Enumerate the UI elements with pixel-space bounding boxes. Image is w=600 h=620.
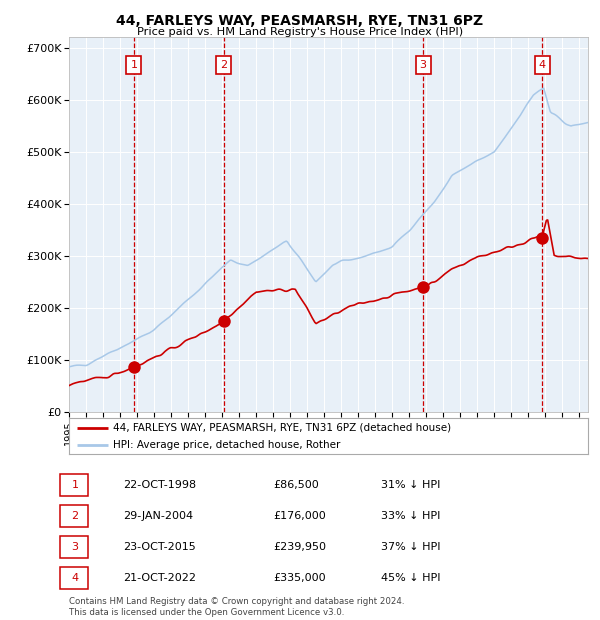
Text: 23-OCT-2015: 23-OCT-2015 bbox=[123, 542, 196, 552]
Text: 4: 4 bbox=[71, 573, 79, 583]
Text: 4: 4 bbox=[539, 60, 546, 70]
Text: 44, FARLEYS WAY, PEASMARSH, RYE, TN31 6PZ (detached house): 44, FARLEYS WAY, PEASMARSH, RYE, TN31 6P… bbox=[113, 423, 451, 433]
Text: 1: 1 bbox=[71, 480, 79, 490]
Text: £239,950: £239,950 bbox=[273, 542, 326, 552]
Text: Contains HM Land Registry data © Crown copyright and database right 2024.: Contains HM Land Registry data © Crown c… bbox=[69, 597, 404, 606]
Text: HPI: Average price, detached house, Rother: HPI: Average price, detached house, Roth… bbox=[113, 440, 340, 450]
Text: 45% ↓ HPI: 45% ↓ HPI bbox=[381, 573, 440, 583]
Text: 1: 1 bbox=[130, 60, 137, 70]
Text: 31% ↓ HPI: 31% ↓ HPI bbox=[381, 480, 440, 490]
Text: 22-OCT-1998: 22-OCT-1998 bbox=[123, 480, 196, 490]
Text: 3: 3 bbox=[71, 542, 79, 552]
Text: £335,000: £335,000 bbox=[273, 573, 326, 583]
Text: 29-JAN-2004: 29-JAN-2004 bbox=[123, 511, 193, 521]
Text: £176,000: £176,000 bbox=[273, 511, 326, 521]
Text: 44, FARLEYS WAY, PEASMARSH, RYE, TN31 6PZ: 44, FARLEYS WAY, PEASMARSH, RYE, TN31 6P… bbox=[116, 14, 484, 28]
Text: 3: 3 bbox=[419, 60, 427, 70]
Text: 2: 2 bbox=[220, 60, 227, 70]
Text: Price paid vs. HM Land Registry's House Price Index (HPI): Price paid vs. HM Land Registry's House … bbox=[137, 27, 463, 37]
Text: 33% ↓ HPI: 33% ↓ HPI bbox=[381, 511, 440, 521]
Text: 37% ↓ HPI: 37% ↓ HPI bbox=[381, 542, 440, 552]
Text: £86,500: £86,500 bbox=[273, 480, 319, 490]
Text: 2: 2 bbox=[71, 511, 79, 521]
Text: This data is licensed under the Open Government Licence v3.0.: This data is licensed under the Open Gov… bbox=[69, 608, 344, 617]
Text: 21-OCT-2022: 21-OCT-2022 bbox=[123, 573, 196, 583]
